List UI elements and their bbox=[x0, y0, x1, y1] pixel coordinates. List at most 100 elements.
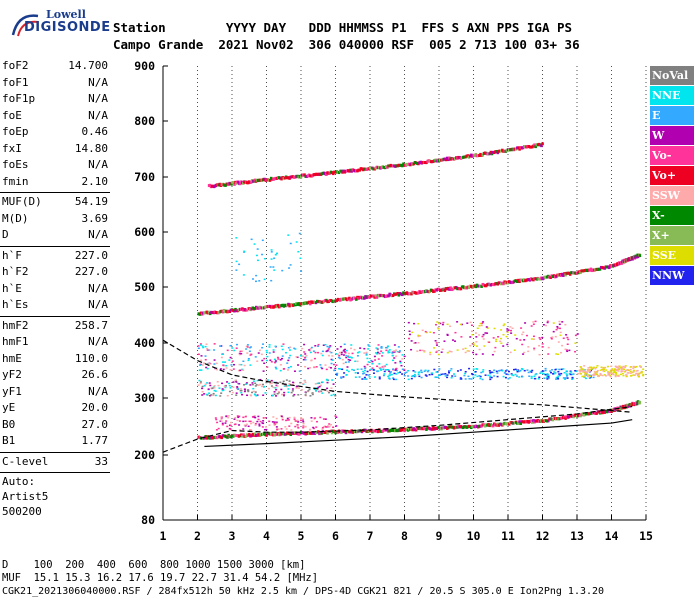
echo-point bbox=[313, 357, 316, 360]
echo-point bbox=[366, 357, 369, 360]
echo-point bbox=[489, 375, 492, 378]
echo-point bbox=[289, 264, 292, 266]
trace-point bbox=[449, 286, 452, 290]
echo-point bbox=[524, 322, 527, 324]
echo-point bbox=[265, 359, 268, 362]
echo-point bbox=[623, 368, 626, 371]
echo-point bbox=[468, 378, 471, 380]
echo-point bbox=[413, 322, 416, 325]
param-name: yF2 bbox=[2, 368, 22, 381]
echo-point bbox=[255, 395, 258, 397]
trace-point bbox=[531, 420, 534, 424]
echo-point bbox=[275, 252, 278, 255]
echo-point bbox=[254, 280, 257, 283]
echo-point bbox=[326, 387, 329, 390]
echo-point bbox=[256, 259, 259, 262]
echo-point bbox=[414, 375, 417, 377]
echo-point bbox=[397, 346, 400, 348]
echo-point bbox=[376, 365, 379, 368]
echo-point bbox=[554, 368, 557, 371]
echo-point bbox=[392, 368, 395, 370]
echo-point bbox=[621, 370, 624, 372]
echo-point bbox=[464, 370, 467, 373]
echo-point bbox=[318, 391, 321, 393]
echo-point bbox=[324, 343, 327, 346]
echo-point bbox=[198, 379, 201, 382]
echo-point bbox=[563, 371, 566, 374]
param-value: 33 bbox=[94, 454, 108, 468]
echo-point bbox=[450, 368, 453, 370]
echo-point bbox=[480, 324, 483, 327]
echo-point bbox=[297, 250, 300, 253]
echo-point bbox=[589, 374, 592, 377]
echo-point bbox=[236, 386, 239, 388]
echo-point bbox=[495, 370, 498, 373]
echo-point bbox=[449, 369, 452, 372]
echo-point bbox=[423, 350, 426, 352]
echo-point bbox=[640, 371, 643, 374]
param-row-fmin: fmin 2.10 bbox=[0, 175, 110, 192]
x-tick-label: 15 bbox=[639, 529, 653, 543]
echo-point bbox=[514, 373, 517, 376]
echo-point bbox=[604, 366, 607, 369]
x-tick-label: 3 bbox=[229, 529, 236, 543]
echo-point bbox=[385, 349, 388, 352]
param-value: 20.0 bbox=[81, 401, 109, 414]
echo-point bbox=[300, 417, 303, 419]
echo-point bbox=[366, 370, 369, 373]
echo-point bbox=[221, 353, 224, 356]
echo-point bbox=[375, 347, 378, 349]
trace-point bbox=[355, 297, 358, 301]
echo-point bbox=[514, 334, 517, 336]
echo-point bbox=[582, 375, 585, 377]
echo-point bbox=[315, 366, 318, 368]
echo-point bbox=[612, 369, 615, 372]
echo-point bbox=[345, 349, 348, 352]
echo-point bbox=[374, 359, 377, 361]
echo-point bbox=[324, 426, 327, 428]
echo-point bbox=[203, 393, 206, 395]
echo-point bbox=[324, 418, 327, 420]
echo-point bbox=[318, 385, 321, 388]
echo-point bbox=[531, 369, 534, 372]
echo-point bbox=[372, 369, 375, 371]
echo-point bbox=[577, 372, 580, 375]
echo-point bbox=[476, 375, 479, 378]
echo-point bbox=[639, 366, 642, 368]
echo-point bbox=[329, 345, 332, 347]
auto-label: Auto: bbox=[2, 475, 36, 488]
echo-point bbox=[496, 372, 499, 374]
echo-point bbox=[429, 353, 432, 356]
trace-point bbox=[410, 292, 413, 296]
echo-point bbox=[347, 370, 350, 373]
echo-point bbox=[365, 378, 368, 380]
echo-point bbox=[214, 394, 217, 397]
echo-point bbox=[552, 373, 555, 375]
echo-point bbox=[248, 420, 251, 423]
echo-point bbox=[296, 424, 299, 426]
echo-point bbox=[521, 368, 524, 371]
echo-point bbox=[530, 371, 533, 373]
echo-point bbox=[247, 359, 250, 362]
echo-point bbox=[210, 394, 213, 396]
echo-point bbox=[493, 375, 496, 377]
trace-point bbox=[540, 144, 543, 148]
echo-point bbox=[397, 372, 400, 374]
echo-point bbox=[371, 360, 374, 363]
echo-point bbox=[489, 378, 492, 381]
echo-point bbox=[221, 423, 224, 426]
echo-point bbox=[380, 346, 383, 348]
echo-point bbox=[551, 369, 554, 371]
echo-point bbox=[250, 422, 253, 425]
echo-point bbox=[300, 389, 303, 391]
echo-point bbox=[220, 416, 223, 418]
echo-point bbox=[213, 349, 216, 351]
echo-point bbox=[347, 361, 350, 363]
echo-point bbox=[359, 347, 362, 349]
echo-point bbox=[287, 388, 290, 390]
echo-point bbox=[570, 373, 573, 376]
echo-point bbox=[258, 425, 261, 427]
echo-point bbox=[199, 381, 202, 383]
echo-point bbox=[624, 366, 627, 369]
echo-point bbox=[328, 425, 331, 428]
